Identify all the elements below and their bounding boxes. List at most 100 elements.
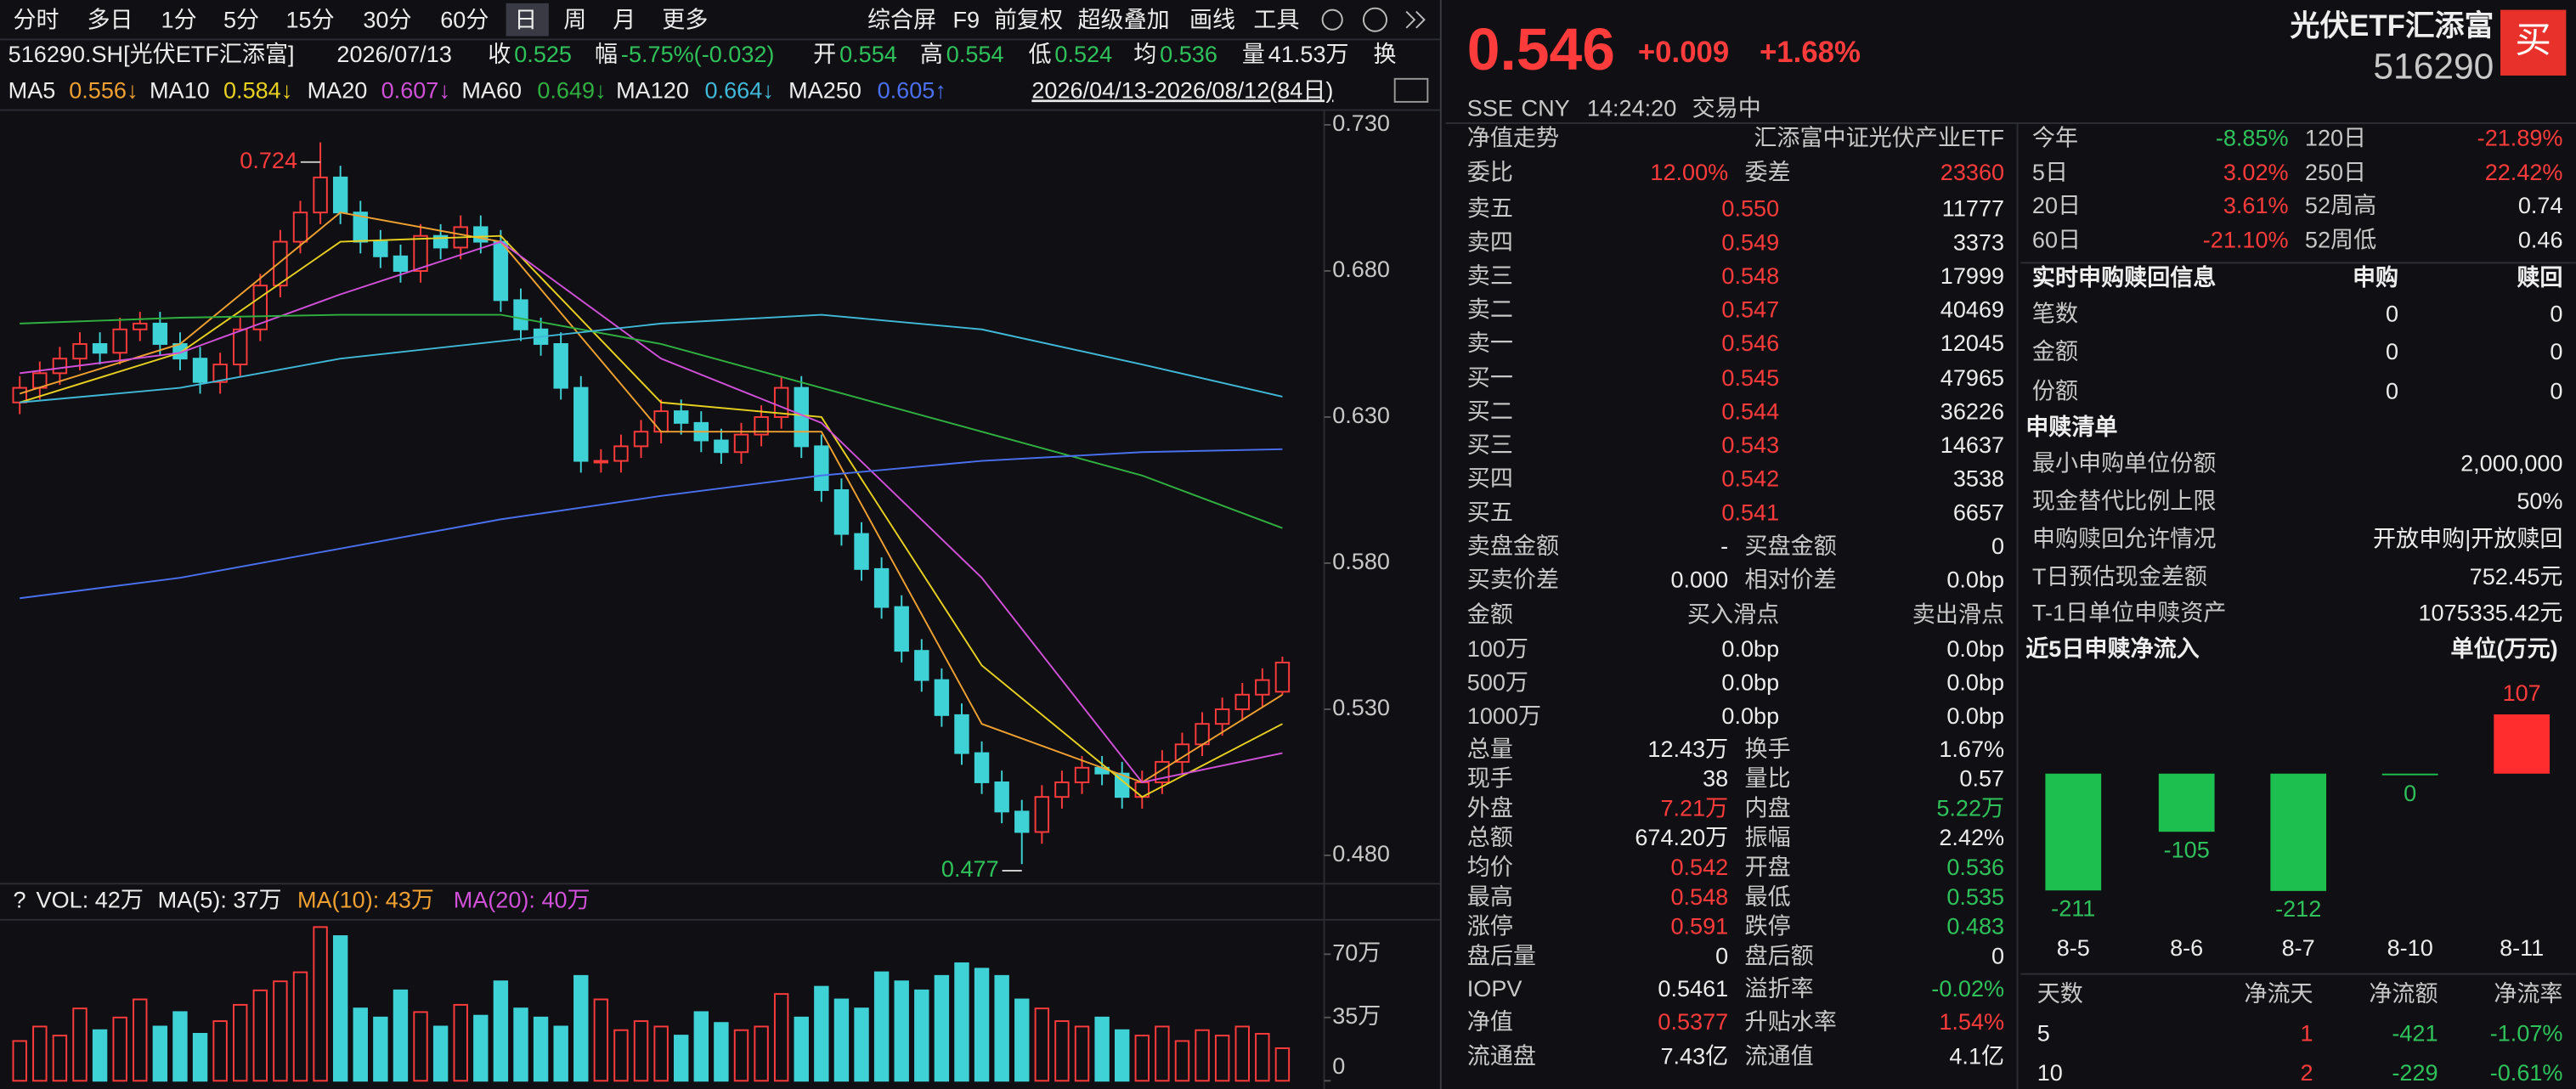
min-label: 0.477 — [941, 855, 999, 882]
volume-bar — [914, 989, 929, 1082]
selected-period[interactable] — [506, 3, 549, 37]
table-cell: 40469 — [1940, 296, 2004, 323]
volume-bar — [754, 1025, 769, 1082]
volume-bar — [693, 1011, 709, 1082]
volume-bar — [393, 989, 409, 1082]
candle-body — [633, 431, 649, 448]
table-cell: -1.07% — [2490, 1019, 2563, 1046]
volume-bar — [432, 1025, 449, 1082]
table-cell: 20日 — [2032, 192, 2081, 218]
table-cell: 0.541 — [1721, 499, 1779, 525]
table-cell: 卖四 — [1467, 229, 1513, 255]
y-tick-label: 0.680 — [1332, 256, 1390, 282]
volume-bar — [773, 993, 789, 1082]
candle-body — [613, 445, 629, 462]
tool-button: 画线 — [1189, 6, 1235, 32]
status-item: 14:24:20 — [1587, 95, 1676, 121]
table-cell: 均价 — [1467, 854, 1513, 880]
candle-body — [914, 650, 929, 681]
table-cell: 卖一 — [1467, 330, 1513, 356]
table-cell: 卖盘金额 — [1467, 533, 1559, 559]
candle-body — [1054, 781, 1070, 798]
table-cell: 47965 — [1940, 364, 2004, 391]
table-cell: 盘后额 — [1745, 942, 1814, 968]
table-cell: 0.536 — [1946, 854, 2004, 880]
table-cell: 0.0bp — [1721, 702, 1779, 729]
expand-icon[interactable] — [1405, 10, 1426, 29]
bar — [2494, 714, 2551, 774]
table-cell: 250日 — [2305, 159, 2366, 185]
info-item: 量 — [1242, 41, 1265, 67]
table-cell: 0.542 — [1721, 466, 1779, 492]
table-cell: 7.21万 — [1660, 794, 1728, 821]
candle-body — [313, 176, 328, 214]
volume-bar — [674, 1035, 689, 1082]
volume-tick-label: 35万 — [1332, 1002, 1381, 1029]
volume-bar — [593, 998, 609, 1082]
table-cell: 1 — [2301, 1019, 2313, 1046]
tool-icons[interactable] — [1321, 7, 2567, 103]
volume-legend: MA(10): 43万 — [297, 887, 434, 913]
ma-line — [20, 313, 1283, 403]
table-cell: -8.85% — [2216, 125, 2289, 151]
table-cell: 量比 — [1745, 765, 1791, 792]
table-cell: 1.54% — [1939, 1008, 2004, 1035]
table-cell: 0.548 — [1721, 262, 1779, 289]
table-cell: 金额 — [1467, 601, 1513, 627]
period-tab: 分时 — [13, 6, 59, 32]
ma-line — [19, 234, 1283, 798]
table-cell: 0.543 — [1721, 432, 1779, 458]
table-cell: 0.0bp — [1721, 635, 1779, 662]
info-item: 0.525 — [514, 41, 572, 67]
table-cell: 3.61% — [2223, 192, 2289, 218]
settings-icon[interactable] — [1321, 8, 1343, 31]
volume-tick-label: 70万 — [1332, 939, 1381, 965]
help-icon[interactable] — [1362, 7, 1387, 32]
table-cell: 开盘 — [1745, 854, 1791, 880]
bar — [2270, 773, 2327, 891]
buy-button[interactable] — [2500, 9, 2567, 76]
table-cell: 0.0bp — [1721, 669, 1779, 696]
table-cell: 0.46 — [2518, 226, 2563, 252]
volume-bar — [854, 1007, 869, 1082]
table-cell: 0.545 — [1721, 364, 1779, 391]
table-cell: 总量 — [1467, 736, 1513, 762]
table-cell: 卖出滑点 — [1912, 601, 2004, 627]
table-cell: 12.00% — [1650, 159, 1728, 185]
volume-legend: ? — [13, 887, 25, 913]
volume-bar — [273, 980, 288, 1082]
table-cell: 7.43亿 — [1660, 1042, 1728, 1069]
table-cell: 0.000 — [1670, 567, 1728, 593]
bar — [2381, 773, 2438, 776]
volume-bar — [1195, 1029, 1210, 1082]
volume-bar — [373, 1016, 388, 1082]
table-cell: T-1日单位申赎资产 — [2032, 599, 2227, 625]
table-cell: 500万 — [1467, 669, 1528, 696]
table-cell: -21.10% — [2203, 226, 2289, 252]
candle-body — [1074, 766, 1090, 783]
table-cell: 100万 — [1467, 635, 1528, 662]
volume-tick-label: 0 — [1332, 1052, 1345, 1079]
candle-body — [192, 358, 208, 383]
table-cell: - — [1720, 533, 1728, 559]
ma-value: 0.664↓ — [705, 76, 774, 103]
volume-bar — [473, 1014, 489, 1082]
table-cell: 0.591 — [1670, 913, 1728, 939]
candle-body — [493, 240, 509, 302]
wp-icon[interactable] — [1393, 77, 1429, 103]
period-tab: 更多 — [662, 6, 708, 32]
data-label: 107 — [2503, 680, 2541, 706]
volume-bar — [72, 1007, 88, 1082]
table-cell: 买入滑点 — [1687, 601, 1779, 627]
volume-bar — [633, 1020, 649, 1082]
table-cell: 0 — [1991, 533, 2004, 559]
volume-bar — [1134, 1035, 1150, 1082]
table-cell: 0.0bp — [1946, 669, 2004, 696]
volume-bar — [413, 1011, 428, 1082]
table-cell: 0.0bp — [1946, 635, 2004, 662]
volume-bar — [1174, 1040, 1190, 1082]
table-cell: 3.02% — [2223, 159, 2289, 185]
volume-bar — [92, 1029, 108, 1082]
buy-label[interactable]: 买 — [2515, 20, 2551, 61]
table-cell: 现金替代比例上限 — [2032, 488, 2217, 514]
